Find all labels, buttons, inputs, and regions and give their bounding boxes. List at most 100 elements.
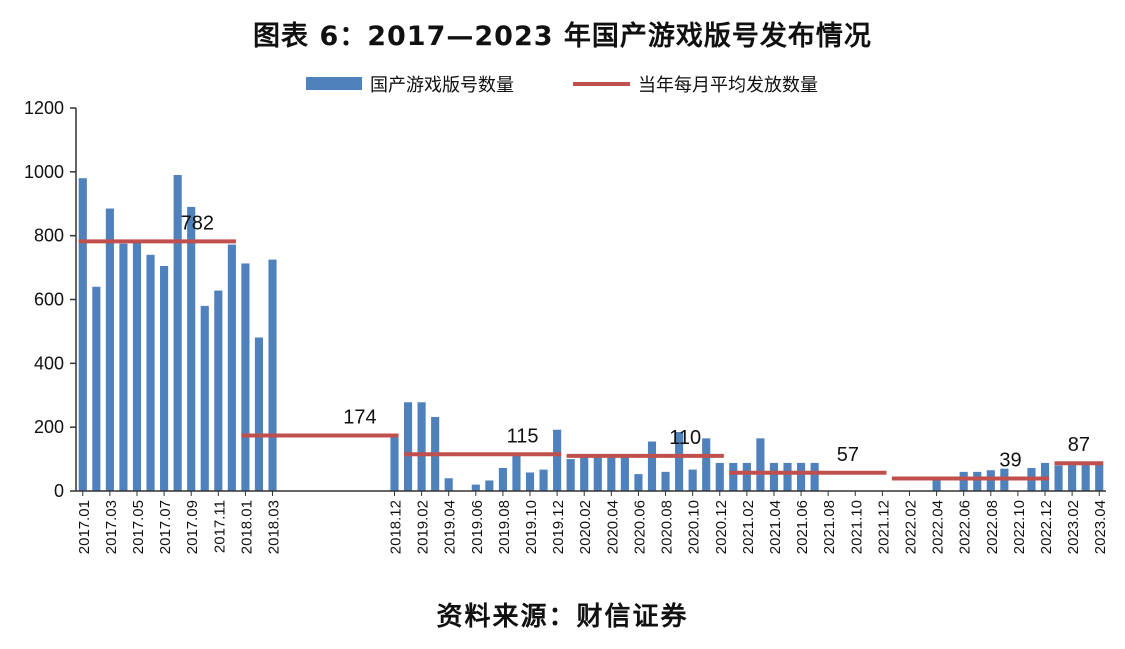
x-tick-label: 2019.06	[469, 500, 486, 554]
bar-2020.04	[607, 456, 616, 491]
avg-label-2021: 57	[837, 444, 859, 466]
avg-label-2020: 110	[669, 427, 701, 449]
x-tick-label: 2019.02	[415, 500, 432, 554]
x-tick-label: 2020.08	[659, 500, 676, 554]
bar-2017.06	[146, 254, 155, 491]
bar-2020.12	[715, 462, 724, 491]
avg-label-2023: 87	[1068, 434, 1090, 456]
bar-2020.05	[620, 457, 629, 491]
x-tick-label: 2021.06	[794, 500, 811, 554]
bar-2017.02	[92, 286, 101, 491]
x-tick-label: 2019.08	[496, 500, 513, 554]
x-tick-label: 2018.01	[238, 500, 255, 554]
bar-2023.04	[1095, 463, 1104, 491]
bar-2020.01	[566, 459, 575, 491]
bar-2020.03	[593, 456, 602, 491]
avg-label-2018: 174	[343, 406, 376, 428]
bar-2020.08	[661, 471, 670, 491]
bar-2020.07	[647, 441, 657, 491]
bar-2020.11	[702, 438, 711, 491]
bar-2020.02	[580, 455, 589, 491]
bar-2021.05	[783, 462, 792, 491]
avg-label-2017: 782	[181, 212, 214, 234]
bar-2019.07	[485, 480, 494, 491]
bar-2020.06	[634, 474, 643, 491]
avg-label-2019: 115	[507, 425, 539, 447]
x-tick-label: 2022.02	[902, 500, 919, 554]
bar-2019.04	[444, 478, 453, 491]
bar-2022.08	[986, 470, 995, 491]
bar-2021.03	[756, 438, 765, 491]
chart-title: 图表 6：2017—2023 年国产游戏版号发布情况	[253, 21, 872, 52]
x-tick-label: 2021.12	[875, 500, 892, 554]
x-tick-label: 2019.10	[523, 500, 540, 554]
avg-label-2022: 39	[999, 450, 1021, 472]
bar-2019.11	[539, 469, 548, 491]
bar-2022.06	[959, 471, 968, 491]
chart-source: 资料来源：财信证券	[436, 602, 689, 632]
bar-2017.11	[214, 290, 223, 491]
x-tick-label: 2020.02	[577, 500, 594, 554]
bar-2017.07	[160, 265, 169, 491]
x-tick-label: 2022.12	[1038, 500, 1055, 554]
bar-2022.04	[932, 478, 941, 491]
x-tick-label: 2021.10	[848, 500, 865, 554]
bar-2019.12	[553, 429, 562, 491]
x-tick-label: 2021.08	[821, 500, 838, 554]
x-tick-label: 2019.04	[442, 500, 459, 554]
x-tick-label: 2017.07	[157, 500, 174, 554]
bar-2022.07	[973, 471, 982, 491]
bar-2017.10	[200, 305, 209, 491]
x-tick-label: 2017.11	[211, 500, 228, 553]
bar-2018.02	[254, 337, 264, 491]
bar-2018.03	[268, 259, 277, 491]
bar-2023.02	[1068, 463, 1077, 491]
y-tick-label: 200	[34, 417, 64, 437]
bar-2017.03	[105, 208, 114, 491]
bar-2020.09	[675, 431, 684, 491]
x-tick-label: 2022.04	[930, 500, 947, 554]
x-tick-label: 2021.02	[740, 500, 757, 554]
x-tick-label: 2020.06	[631, 500, 648, 554]
bar-2017.12	[227, 244, 236, 491]
bar-2020.10	[688, 469, 697, 491]
bar-2018.12	[390, 437, 399, 491]
bar-2018.01	[241, 263, 250, 491]
bar-2019.02	[417, 402, 426, 491]
x-tick-label: 2020.10	[686, 500, 703, 554]
x-tick-label: 2017.05	[130, 500, 147, 554]
x-tick-label: 2020.12	[713, 500, 730, 554]
bars	[78, 175, 1104, 492]
legend-label-bar: 国产游戏版号数量	[370, 75, 514, 96]
x-tick-label: 2023.02	[1065, 500, 1082, 554]
bar-2023.01	[1054, 465, 1063, 491]
bar-2021.02	[742, 462, 751, 491]
x-tick-label: 2018.12	[387, 500, 404, 554]
x-tick-label: 2022.10	[1011, 500, 1028, 554]
bar-2023.03	[1081, 463, 1090, 491]
x-tick-label: 2022.08	[984, 500, 1001, 554]
x-tick-label: 2017.03	[103, 500, 120, 554]
bar-2017.05	[132, 242, 142, 491]
x-tick-label: 2017.01	[76, 500, 93, 554]
legend-swatch-bar	[306, 77, 362, 90]
bar-2019.08	[498, 468, 507, 491]
x-tick-label: 2020.04	[604, 500, 621, 554]
bar-2021.07	[810, 462, 819, 491]
x-tick-label: 2019.12	[550, 500, 567, 554]
y-tick-label: 800	[34, 226, 64, 246]
bar-2019.01	[403, 402, 413, 491]
bar-2017.04	[119, 243, 128, 491]
bar-2019.10	[525, 472, 535, 491]
y-tick-label: 0	[54, 481, 64, 501]
y-tick-label: 1000	[24, 162, 64, 182]
bar-2019.09	[512, 455, 521, 491]
x-tick-label: 2022.06	[957, 500, 974, 554]
legend-label-line: 当年每月平均发放数量	[638, 75, 818, 96]
x-tick-label: 2023.04	[1092, 500, 1109, 554]
legend: 国产游戏版号数量 当年每月平均发放数量	[306, 75, 818, 96]
y-tick-label: 400	[34, 353, 64, 373]
bar-2021.04	[769, 462, 779, 491]
